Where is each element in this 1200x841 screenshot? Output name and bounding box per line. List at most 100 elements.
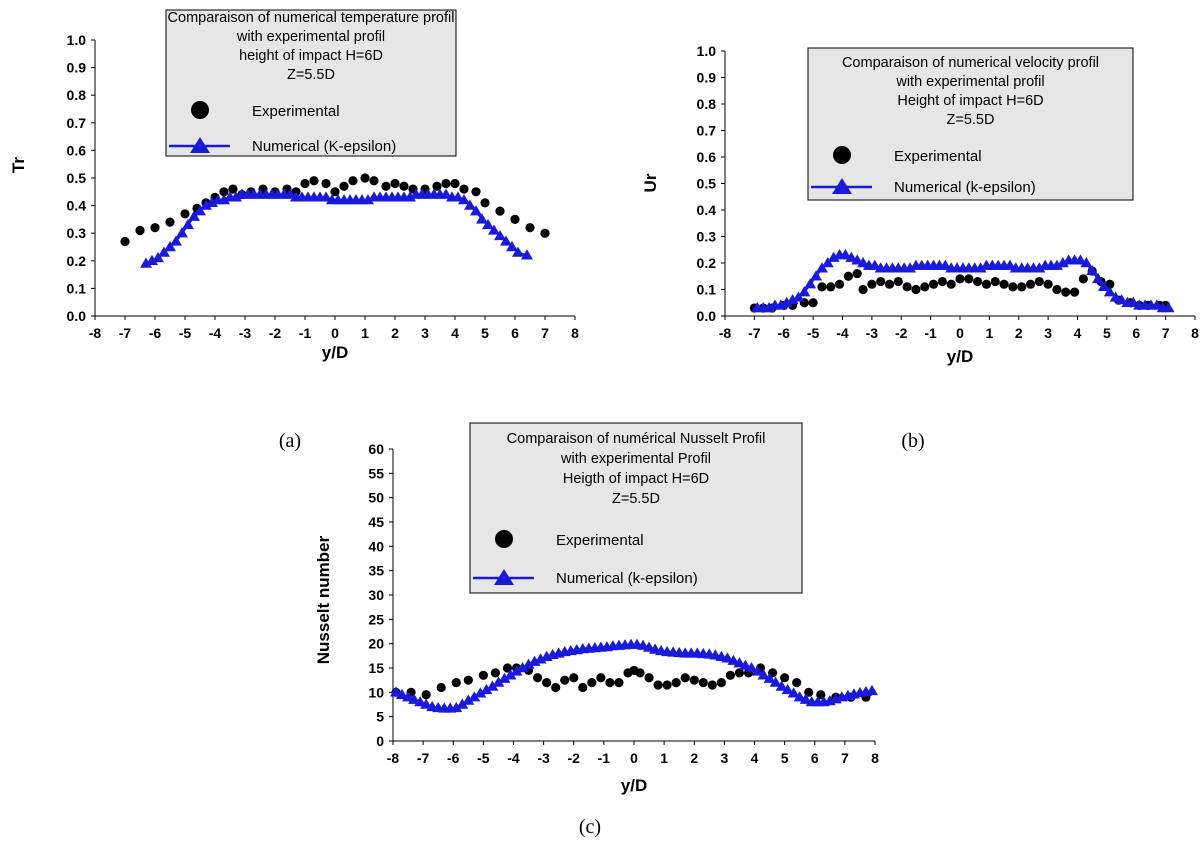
legend-label-numerical: Numerical (K-epsilon) (252, 138, 396, 155)
data-point-circle (662, 680, 672, 690)
y-tick-label: 30 (368, 587, 384, 603)
legend-marker-numerical (494, 569, 514, 585)
data-point-triangle (194, 205, 206, 216)
data-point-circle (999, 279, 1009, 289)
data-point-triangle (468, 691, 481, 702)
x-tick-label: -8 (89, 325, 102, 341)
x-tick-label: -7 (119, 325, 132, 341)
data-point-triangle (482, 218, 494, 230)
data-point-circle (330, 187, 340, 197)
data-point-triangle (510, 665, 523, 676)
data-point-circle (1052, 284, 1062, 295)
data-point-triangle (815, 262, 828, 273)
data-point-circle (120, 236, 130, 247)
x-axis-title: y/D (322, 343, 348, 362)
x-tick-label: 1 (361, 325, 369, 341)
data-point-circle (551, 682, 561, 693)
data-point-triangle (792, 291, 805, 302)
data-point-circle (653, 680, 663, 690)
data-point-circle (834, 279, 845, 289)
legend: Comparaison of numerical velocity profil… (807, 47, 1134, 201)
data-point-circle (309, 176, 319, 186)
data-point-circle (928, 279, 939, 289)
data-point-triangle (763, 302, 776, 313)
data-point-triangle (745, 662, 758, 673)
y-tick-label: 0.7 (67, 115, 87, 131)
data-point-circle (348, 176, 358, 186)
x-tick-label: -5 (179, 325, 192, 341)
data-point-triangle (522, 658, 535, 669)
data-point-triangle (904, 262, 917, 273)
data-point-circle (707, 680, 717, 690)
x-tick-label: -3 (239, 325, 252, 341)
data-point-triangle (362, 194, 374, 205)
data-point-triangle (456, 698, 469, 709)
data-point-triangle (974, 262, 987, 273)
data-point-triangle (200, 199, 212, 210)
data-point-circle (436, 682, 446, 693)
y-tick-label: 0.4 (67, 198, 87, 214)
data-point-triangle (775, 680, 788, 691)
x-tick-label: 6 (811, 750, 819, 766)
data-point-circle (450, 178, 460, 189)
data-point-circle (680, 673, 690, 683)
data-point-circle (671, 678, 681, 688)
data-point-triangle (786, 294, 799, 305)
y-tick-label: 0.9 (67, 60, 87, 76)
data-point-triangle (521, 249, 533, 260)
data-point-triangle (751, 665, 764, 676)
x-axis-title: y/D (947, 347, 973, 366)
y-tick-label: 1.0 (697, 43, 717, 59)
y-tick-label: 0.8 (697, 96, 717, 112)
legend-marker-experimental (833, 146, 851, 164)
x-tick-label: 3 (421, 325, 429, 341)
legend-title-line: Height of impact H=6D (897, 93, 1043, 109)
legend-title-line: Comparaison of numerical velocity profil (842, 55, 1099, 71)
chart-a-temperature-profile: 0.0 0.1 0.2 0.3 0.4 0.5 0.6 0.7 0.8 0.9 1.0 -8 -7 -6 -… (9, 9, 579, 452)
data-point-triangle (506, 241, 518, 252)
x-tick-label: -5 (807, 325, 820, 341)
data-point-circle (569, 673, 579, 683)
series-numerical (390, 638, 878, 713)
legend-title-line: Comparaison of numérical Nusselt Profil (507, 431, 766, 447)
y-tick-label: 0.0 (67, 308, 87, 324)
x-tick-label: 5 (781, 750, 789, 766)
x-tick-label: 8 (571, 325, 579, 341)
y-tick-label: 45 (368, 514, 384, 530)
x-tick-label: 2 (690, 750, 698, 766)
data-point-circle (150, 223, 160, 233)
y-tick-label: 0.5 (697, 176, 717, 192)
x-tick-label: 1 (660, 750, 668, 766)
y-tick-label: 35 (368, 563, 384, 579)
data-point-circle (867, 279, 877, 289)
data-point-circle (1069, 287, 1080, 297)
legend-title-line: with experimental Profil (560, 451, 711, 467)
data-point-circle (1008, 282, 1018, 292)
data-point-triangle (140, 257, 152, 268)
x-tick-label: -7 (417, 750, 430, 766)
x-tick-label: 4 (451, 325, 459, 341)
legend-box (165, 9, 457, 157)
data-point-circle (463, 675, 473, 685)
data-point-circle (817, 282, 827, 292)
data-point-circle (635, 668, 645, 678)
data-point-triangle (827, 251, 840, 262)
y-tick-label: 0.0 (697, 308, 717, 324)
legend-box (469, 422, 803, 594)
data-point-circle (219, 187, 229, 197)
y-tick-label: 0.2 (697, 255, 717, 271)
data-point-triangle (1050, 259, 1063, 270)
data-point-circle (605, 678, 615, 688)
data-point-circle (180, 209, 190, 219)
data-point-circle (644, 673, 654, 683)
data-point-triangle (787, 687, 800, 698)
x-tick-label: -2 (568, 750, 581, 766)
data-point-circle (228, 184, 238, 194)
y-tick-label: 1.0 (67, 32, 87, 48)
x-tick-label: 2 (1015, 325, 1023, 341)
data-point-triangle (320, 191, 332, 202)
data-point-triangle (780, 296, 793, 307)
data-point-triangle (1056, 257, 1069, 268)
data-point-circle (816, 690, 826, 700)
data-point-circle (381, 181, 391, 191)
